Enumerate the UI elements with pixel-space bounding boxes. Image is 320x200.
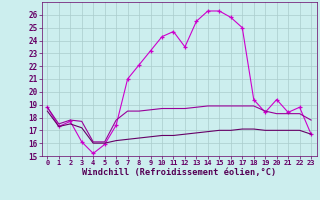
X-axis label: Windchill (Refroidissement éolien,°C): Windchill (Refroidissement éolien,°C) [82, 168, 276, 177]
